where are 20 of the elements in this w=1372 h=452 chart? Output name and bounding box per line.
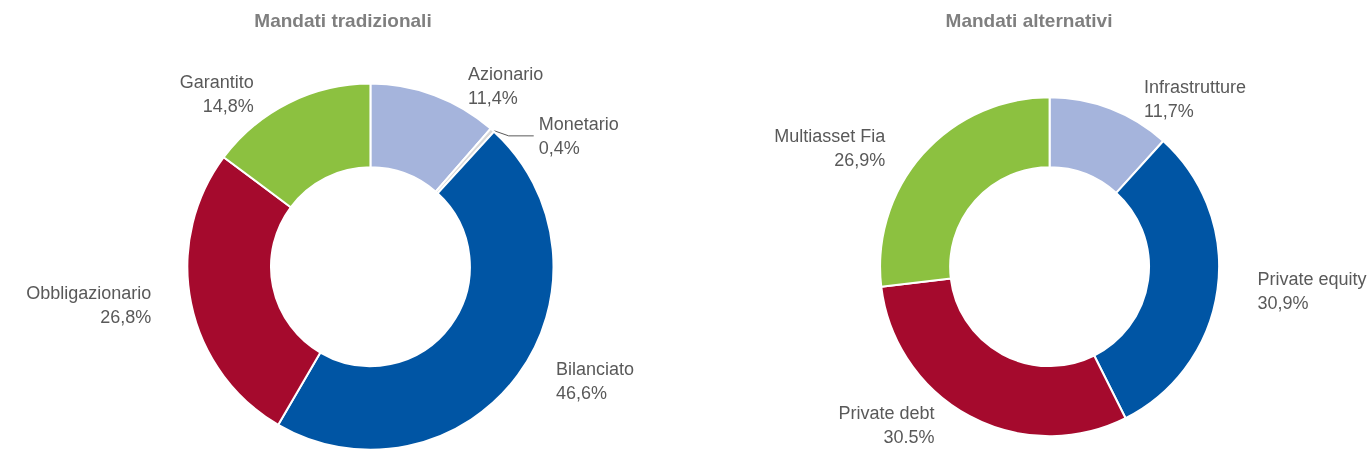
data-label: 11,4%	[468, 87, 518, 108]
slice-label: Private debt	[838, 402, 935, 423]
data-label: 30,9%	[1257, 292, 1309, 313]
slice-label: Multiasset Fia	[774, 125, 887, 146]
data-label: 0,4%	[538, 137, 580, 158]
data-label: 11,7%	[1144, 101, 1194, 122]
data-label: 26,8%	[100, 307, 152, 328]
slice-label: Obbligazionario	[26, 283, 152, 304]
data-label: 14,8%	[202, 96, 254, 117]
data-label: 26,9%	[834, 149, 886, 170]
slice-label: Infrastrutture	[1144, 77, 1247, 98]
slice-label: Azionario	[468, 63, 544, 84]
slice-label: Private equity	[1257, 268, 1367, 289]
slice-label: Monetario	[538, 113, 619, 134]
chart-title: Mandati alternativi	[945, 10, 1113, 31]
chart-title: Mandati tradizionali	[254, 10, 432, 31]
data-label: 30.5%	[883, 426, 935, 447]
slice-label: Garantito	[179, 72, 254, 93]
data-label: 46,6%	[555, 383, 607, 404]
slice-label: Bilanciato	[555, 359, 634, 380]
